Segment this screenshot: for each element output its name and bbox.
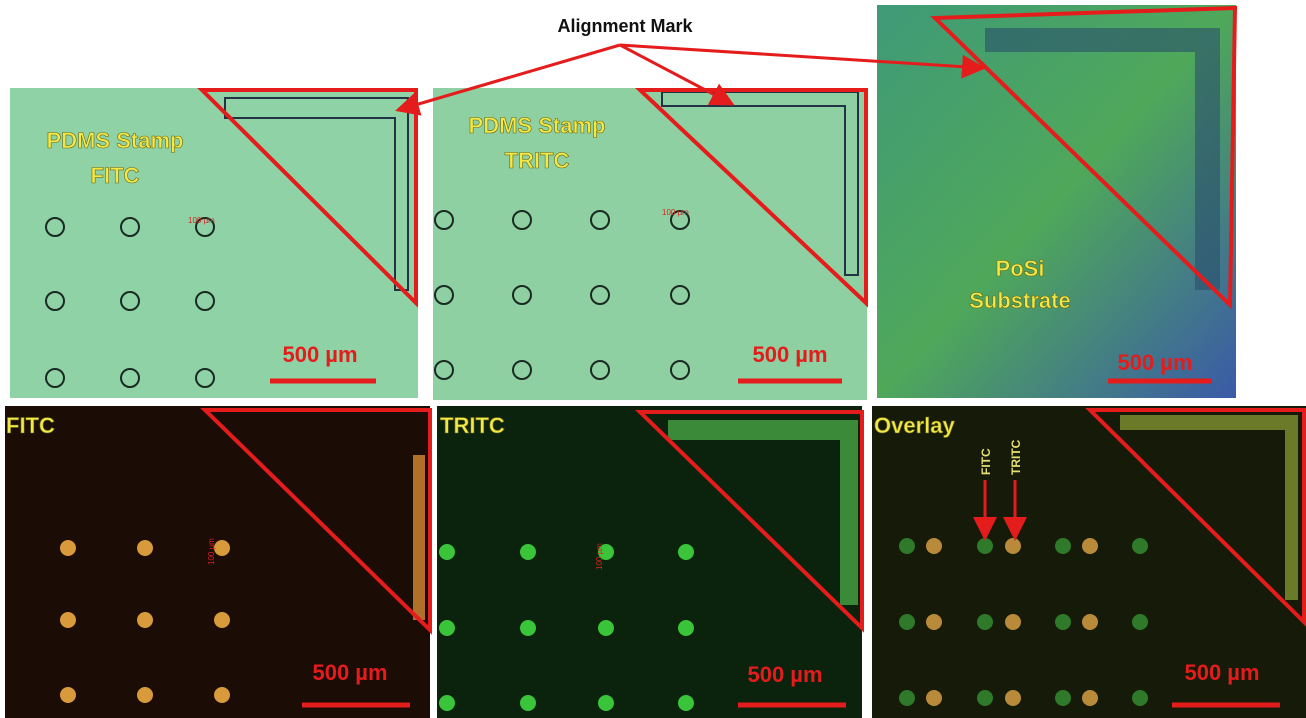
dot [520, 695, 536, 711]
dot [1055, 690, 1071, 706]
arrow-label: TRITC [1009, 439, 1023, 475]
dot [214, 687, 230, 703]
panel-label: FITC [91, 163, 140, 188]
dot [520, 620, 536, 636]
dot [1005, 690, 1021, 706]
scale-label: 500 µm [1117, 350, 1192, 375]
panel-label: Substrate [969, 288, 1070, 313]
dot [1132, 538, 1148, 554]
dot [439, 544, 455, 560]
dot [598, 620, 614, 636]
dot [926, 538, 942, 554]
dot [60, 687, 76, 703]
dot [899, 538, 915, 554]
dot [137, 687, 153, 703]
small-label: 100 µm [188, 216, 215, 225]
dot [439, 695, 455, 711]
dot [678, 620, 694, 636]
dot [899, 690, 915, 706]
dot [1082, 690, 1098, 706]
dot [137, 612, 153, 628]
panel-label: PDMS Stamp [47, 128, 184, 153]
scale-label: 500 µm [282, 342, 357, 367]
dot [214, 612, 230, 628]
dot [678, 695, 694, 711]
panel-label: Overlay [874, 413, 955, 438]
dot [1005, 614, 1021, 630]
dot [977, 690, 993, 706]
dot [598, 695, 614, 711]
panel-label: PoSi [996, 256, 1045, 281]
small-label: 100 µm [662, 208, 689, 217]
panel-label: TRITC [505, 148, 570, 173]
dot [926, 614, 942, 630]
dot [1005, 538, 1021, 554]
dot [899, 614, 915, 630]
dot [1132, 690, 1148, 706]
panel-label: TRITC [440, 413, 505, 438]
dot [926, 690, 942, 706]
dot [60, 540, 76, 556]
small-label: 100 µm [207, 538, 216, 565]
dot [1082, 538, 1098, 554]
dot [977, 538, 993, 554]
dot [520, 544, 536, 560]
dot [1055, 614, 1071, 630]
arrow-label: FITC [979, 448, 993, 475]
dot [137, 540, 153, 556]
panel-label: PDMS Stamp [469, 113, 606, 138]
dot [977, 614, 993, 630]
dot [1082, 614, 1098, 630]
scale-label: 500 µm [1184, 660, 1259, 685]
dot [60, 612, 76, 628]
title: Alignment Mark [557, 16, 693, 36]
dot [1132, 614, 1148, 630]
scale-label: 500 µm [747, 662, 822, 687]
panel-label: FITC [6, 413, 55, 438]
figure: Alignment Mark PDMS Stamp FITC PDMS Stam… [0, 0, 1306, 718]
dot [439, 620, 455, 636]
scale-label: 500 µm [312, 660, 387, 685]
alignment-mark [413, 455, 425, 620]
dot [1055, 538, 1071, 554]
small-label: 100 µm [595, 543, 604, 570]
dot [214, 540, 230, 556]
dot [678, 544, 694, 560]
scale-label: 500 µm [752, 342, 827, 367]
